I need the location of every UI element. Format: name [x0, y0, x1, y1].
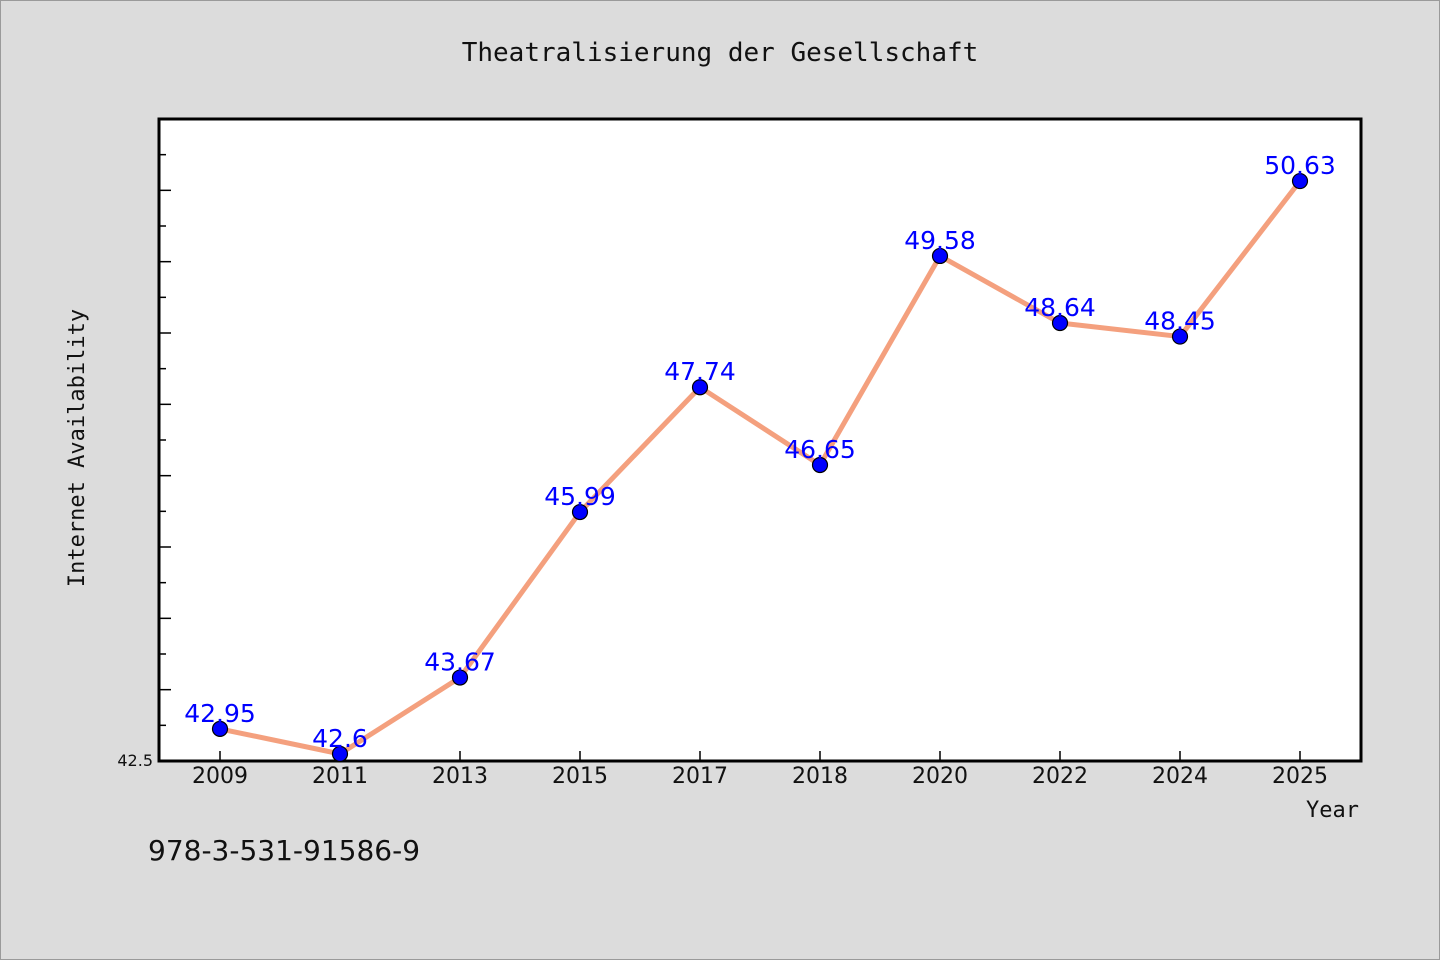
x-axis-label: Year: [1306, 798, 1359, 823]
isbn-text: 978-3-531-91586-9: [148, 834, 421, 867]
y-axis-label: Internet Availability: [65, 309, 90, 587]
data-label: 42.95: [184, 699, 256, 728]
data-labels-group: 42.95 42.6 43.67 45.99 47.74 46.65 49.58 48.64 4…: [184, 151, 1336, 753]
data-point: [331, 745, 349, 762]
x-tick-label: 2020: [912, 764, 968, 789]
x-tick-label: 2018: [792, 764, 848, 789]
data-point: [211, 720, 229, 738]
data-point: [931, 247, 949, 265]
data-label: 45.99: [544, 482, 616, 511]
x-tick-label: 2024: [1152, 764, 1208, 789]
x-axis-tick-labels: 2009 2011 2013 2015 2017 2018 2020 2022 2024 2025: [192, 764, 1328, 789]
series-line-group: [217, 178, 1303, 757]
data-label: 50.63: [1264, 151, 1336, 180]
data-point: [451, 669, 469, 686]
plot-area: [157, 117, 1363, 763]
chart-title: Theatralisierung der Gesellschaft: [462, 38, 979, 68]
x-tick-label: 2025: [1272, 764, 1328, 789]
data-point: [811, 456, 829, 474]
y-tick-label-min: 42.5: [117, 751, 153, 770]
x-tick-label: 2011: [312, 764, 368, 789]
data-label: 46.65: [784, 435, 856, 464]
data-label: 47.74: [664, 357, 736, 386]
data-point: [691, 379, 709, 396]
data-label: 48.64: [1024, 293, 1096, 322]
data-point: [1051, 314, 1069, 332]
data-point: [1291, 172, 1309, 190]
x-tick-label: 2022: [1032, 764, 1088, 789]
series-points-group: [211, 172, 1309, 762]
x-tick-label: 2015: [552, 764, 608, 789]
x-tick-label: 2017: [672, 764, 728, 789]
data-label: 43.67: [424, 648, 496, 677]
y-axis-ticks: [159, 153, 171, 727]
x-tick-label: 2013: [432, 764, 488, 789]
data-point: [571, 503, 589, 521]
data-label: 49.58: [904, 226, 976, 255]
data-point: [1171, 328, 1189, 345]
x-tick-label: 2009: [192, 764, 248, 789]
data-label: 42.6: [312, 724, 368, 753]
series-line: [217, 178, 1303, 757]
data-label: 48.45: [1144, 307, 1216, 336]
